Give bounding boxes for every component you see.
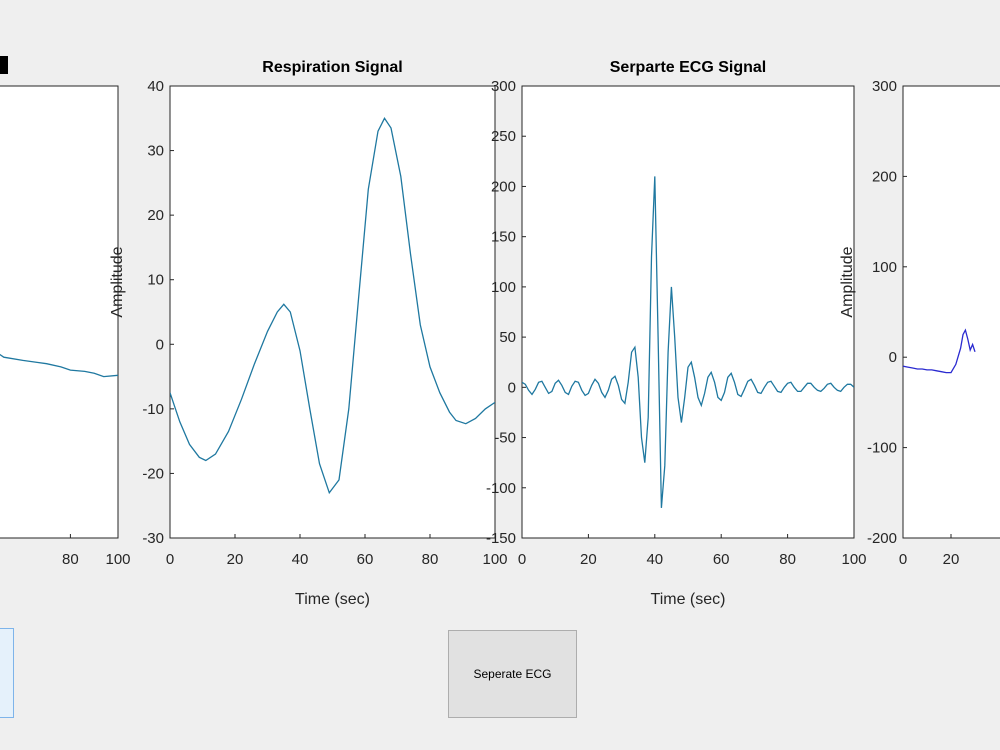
- series-line-1: [0, 353, 118, 378]
- left-button[interactable]: [0, 628, 14, 718]
- y-tick-label: 200: [491, 178, 516, 195]
- y-tick-label: 100: [491, 279, 516, 296]
- x-tick-label: 20: [943, 551, 960, 568]
- x-tick-label: 20: [580, 551, 597, 568]
- axes-box: [169, 85, 496, 539]
- x-tick-label: 0: [166, 551, 174, 568]
- x-tick-label: 80: [422, 551, 439, 568]
- y-tick-label: 0: [508, 379, 516, 396]
- x-axis-label: Time (sec): [651, 591, 726, 608]
- y-tick-label: -10: [142, 401, 164, 418]
- chart-title: Respiration Signal: [262, 59, 402, 76]
- y-tick-label: 40: [147, 78, 164, 95]
- y-tick-label: 10: [147, 272, 164, 289]
- series-line-1: [170, 117, 495, 495]
- y-tick-label: 0: [889, 349, 897, 366]
- x-tick-label: 60: [713, 551, 730, 568]
- separate-ecg-button[interactable]: Seperate ECG: [448, 630, 577, 718]
- axes-box: [521, 85, 855, 539]
- x-tick-label: 100: [841, 551, 866, 568]
- y-tick-label: -100: [867, 440, 897, 457]
- x-tick-label: 0: [899, 551, 907, 568]
- y-tick-label: -20: [142, 465, 164, 482]
- x-tick-label: 20: [227, 551, 244, 568]
- y-tick-label: -30: [142, 530, 164, 547]
- axes-box: [902, 85, 1000, 539]
- y-tick-label: 50: [499, 329, 516, 346]
- x-tick-label: 100: [105, 551, 130, 568]
- series-line-1: [522, 176, 854, 508]
- series-line-1: [903, 328, 976, 374]
- y-tick-label: -50: [494, 430, 516, 447]
- chart-1: 80 100: [0, 85, 131, 568]
- y-tick-label: 0: [156, 336, 164, 353]
- chart-1-title-fragment: [0, 56, 8, 74]
- y-tick-label: 300: [872, 78, 897, 95]
- y-tick-label: 20: [147, 207, 164, 224]
- y-axis-label: Amplitude: [109, 246, 126, 317]
- axes-box: [0, 85, 119, 539]
- x-tick-label: 100: [482, 551, 507, 568]
- x-tick-label: 80: [779, 551, 796, 568]
- y-tick-label: 100: [872, 259, 897, 276]
- y-tick-label: -150: [486, 530, 516, 547]
- x-axis-label: Time (sec): [295, 591, 370, 608]
- x-tick-label: 80: [62, 551, 79, 568]
- y-tick-label: -200: [867, 530, 897, 547]
- y-tick-label: 150: [491, 229, 516, 246]
- x-tick-label: 40: [292, 551, 309, 568]
- chart-title: Serparte ECG Signal: [610, 59, 767, 76]
- y-tick-label: 250: [491, 128, 516, 145]
- x-tick-label: 40: [646, 551, 663, 568]
- y-tick-label: 300: [491, 78, 516, 95]
- y-tick-label: 200: [872, 168, 897, 185]
- y-tick-label: -100: [486, 480, 516, 497]
- y-axis-label: Amplitude: [839, 246, 856, 317]
- x-tick-label: 0: [518, 551, 526, 568]
- x-tick-label: 60: [357, 551, 374, 568]
- y-tick-label: 30: [147, 143, 164, 160]
